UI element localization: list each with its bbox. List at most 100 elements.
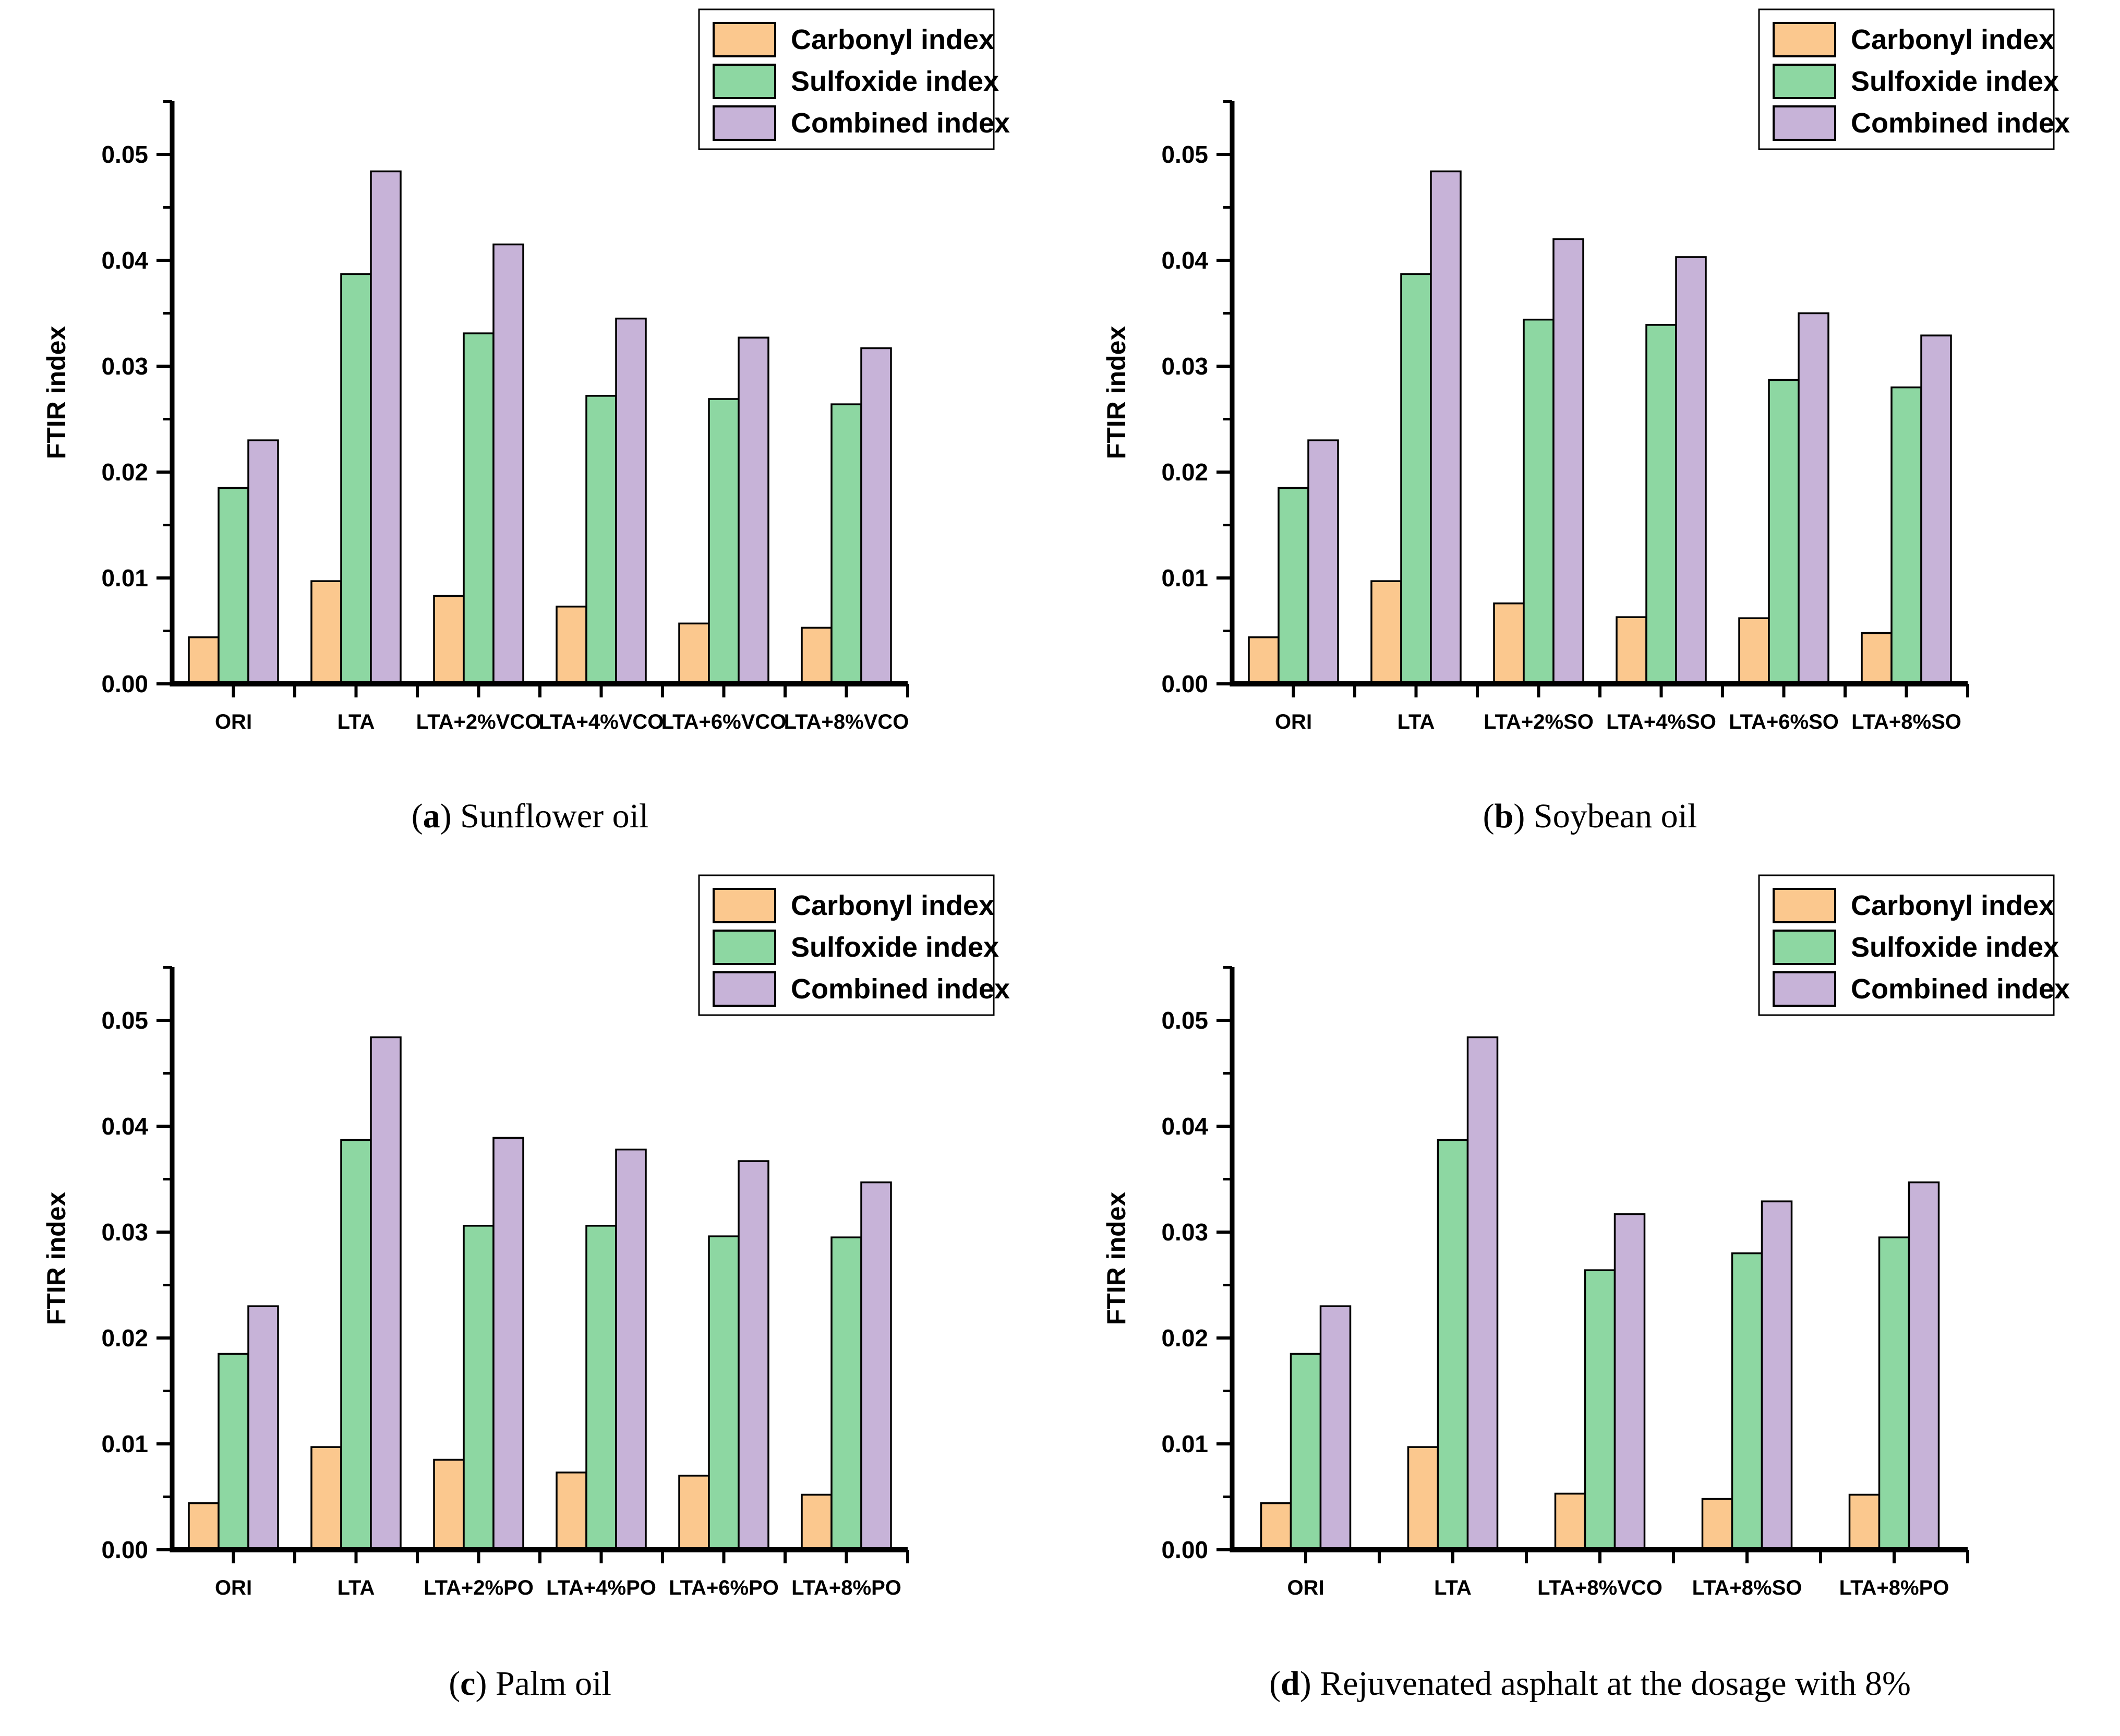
bar [830,1236,862,1551]
bar [830,403,862,685]
y-tick-label: 0.00 [1161,1536,1208,1563]
x-tick-label: LTA+6%SO [1729,710,1839,733]
caption-a-paren: ( [411,797,423,835]
legend-swatch [713,971,776,1007]
bar [492,1137,524,1551]
x-tick-label: ORI [215,1576,252,1599]
caption-d-text: Rejuvenated asphalt at the dosage with 8… [1311,1665,1911,1703]
legend-swatch [1773,64,1836,99]
x-tick-label: LTA+8%VCO [1537,1576,1663,1599]
x-tick-label: LTA+2%PO [424,1576,534,1599]
y-tick-label: 0.01 [101,1430,148,1457]
y-tick-label: 0.03 [101,1219,148,1246]
legend-swatch [713,930,776,965]
bar [218,487,249,685]
x-tick-label: LTA+8%VCO [784,710,909,733]
legend-swatch [1773,930,1836,965]
bar [585,1225,617,1551]
bar [310,1446,342,1551]
bar [310,580,342,685]
bar-chart-b: 0.00 0.01 0.02 0.03 0.04 0.05 ORI LTA LTA+2%SO LT… [1102,8,2070,733]
bar [1861,632,1893,685]
bar [585,395,617,685]
legend-label: Sulfoxide index [791,932,999,963]
caption-c: (c) Palm oil [0,1632,1060,1736]
y-tick-label: 0.03 [1161,353,1208,380]
bar [1613,1213,1646,1551]
caption-d-close: ) [1299,1665,1311,1703]
caption-a-letter: a [423,797,440,835]
caption-d-letter: d [1281,1665,1300,1703]
bar [370,170,402,685]
y-tick-label: 0.04 [101,247,148,274]
caption-b-letter: b [1494,797,1514,835]
bar [247,1305,279,1551]
y-tick-label: 0.00 [101,1536,148,1563]
bar [615,317,647,685]
bar [708,398,740,685]
legend-label: Carbonyl index [1851,24,2054,55]
y-tick-label: 0.04 [1161,1113,1208,1140]
bar [860,347,892,685]
legend-swatch [713,64,776,99]
bar [1768,379,1800,685]
caption-a-text: Sunflower oil [451,797,649,835]
y-axis-label: FTIR index [1102,326,1131,460]
x-tick-label: LTA+8%SO [1692,1576,1802,1599]
legend-label: Carbonyl index [791,24,994,55]
bar [370,1036,402,1551]
bar [340,1139,372,1551]
bar [1554,1492,1586,1551]
y-tick-label: 0.02 [1161,1324,1208,1352]
bar [708,1235,740,1551]
bar [1407,1446,1439,1551]
caption-c-text: Palm oil [487,1665,611,1703]
y-tick-label: 0.04 [101,1113,148,1140]
x-tick-label: LTA [338,710,375,733]
bar [556,1472,587,1551]
bar [1920,334,1952,685]
caption-a-close: ) [440,797,452,835]
legend-swatch [1773,105,1836,141]
x-tick-label: LTA+4%SO [1606,710,1716,733]
legend-label: Combined index [1851,107,2070,139]
bar [188,1502,220,1551]
bar [1848,1493,1881,1551]
bar [188,636,220,685]
bar [615,1148,647,1551]
bar [1616,616,1647,685]
bar [1890,386,1922,685]
bar [1738,617,1770,685]
y-tick-label: 0.01 [1161,1430,1208,1457]
bar [1675,256,1707,685]
chart-panel-soybean: 0.00 0.01 0.02 0.03 0.04 0.05 ORI LTA LTA+2%SO LT… [1060,0,2120,762]
x-tick-label: LTA+8%SO [1851,710,1961,733]
bar [678,1475,710,1551]
bar [433,1458,465,1551]
y-tick-label: 0.03 [101,353,148,380]
x-tick-label: LTA+4%VCO [539,710,664,733]
y-tick-label: 0.01 [101,564,148,592]
x-tick-label: LTA+2%VCO [416,710,541,733]
chart-panel-rejuvenated: 0.00 0.01 0.02 0.03 0.04 0.05 ORI LTA LTA+8%VCO L… [1060,866,2120,1628]
legend-label: Sulfoxide index [1851,66,2059,97]
x-tick-label: LTA [1434,1576,1472,1599]
bar [1701,1498,1733,1551]
bar [1908,1181,1940,1551]
caption-d-paren: ( [1269,1665,1281,1703]
caption-b-close: ) [1513,797,1525,835]
bar [1878,1236,1910,1551]
bar [556,606,587,685]
legend-swatch [1773,888,1836,923]
bar [1400,273,1432,685]
caption-d: (d) Rejuvenated asphalt at the dosage wi… [1060,1632,2120,1736]
legend-label: Sulfoxide index [791,66,999,97]
bar [463,1225,495,1551]
x-tick-label: LTA [338,1576,375,1599]
bar-chart-d: 0.00 0.01 0.02 0.03 0.04 0.05 ORI LTA LTA+8%VCO L… [1102,874,2070,1599]
bar [1319,1305,1352,1551]
bar [1248,636,1280,685]
y-tick-label: 0.00 [101,670,148,697]
y-tick-label: 0.05 [1161,141,1208,168]
y-tick-label: 0.01 [1161,564,1208,592]
